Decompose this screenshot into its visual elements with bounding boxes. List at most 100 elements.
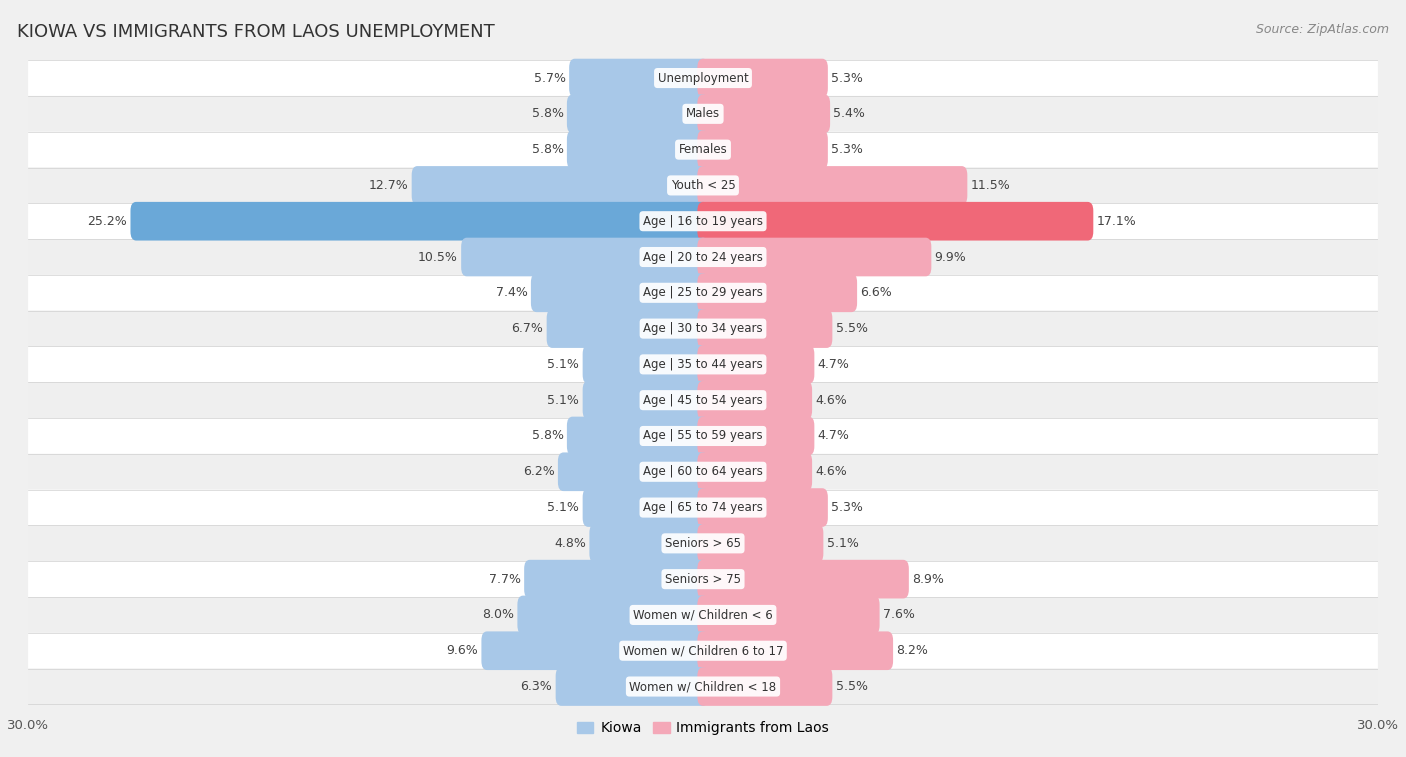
Text: Women w/ Children < 18: Women w/ Children < 18 — [630, 680, 776, 693]
Text: 9.6%: 9.6% — [446, 644, 478, 657]
Text: 8.9%: 8.9% — [912, 572, 943, 586]
FancyBboxPatch shape — [131, 202, 709, 241]
Text: 4.6%: 4.6% — [815, 394, 848, 407]
FancyBboxPatch shape — [28, 597, 1378, 633]
FancyBboxPatch shape — [28, 239, 1378, 275]
FancyBboxPatch shape — [697, 596, 880, 634]
FancyBboxPatch shape — [697, 166, 967, 204]
Text: 5.5%: 5.5% — [835, 680, 868, 693]
FancyBboxPatch shape — [697, 416, 814, 455]
FancyBboxPatch shape — [28, 633, 1378, 668]
FancyBboxPatch shape — [28, 132, 1378, 167]
FancyBboxPatch shape — [697, 310, 832, 348]
FancyBboxPatch shape — [28, 96, 1378, 132]
Text: Age | 20 to 24 years: Age | 20 to 24 years — [643, 251, 763, 263]
Text: 7.4%: 7.4% — [496, 286, 527, 299]
FancyBboxPatch shape — [697, 381, 813, 419]
Text: 4.7%: 4.7% — [818, 429, 849, 443]
FancyBboxPatch shape — [28, 454, 1378, 490]
Text: 6.3%: 6.3% — [520, 680, 553, 693]
Text: 12.7%: 12.7% — [368, 179, 408, 192]
Text: 5.1%: 5.1% — [547, 358, 579, 371]
Legend: Kiowa, Immigrants from Laos: Kiowa, Immigrants from Laos — [571, 716, 835, 741]
Text: 6.7%: 6.7% — [512, 322, 543, 335]
Text: KIOWA VS IMMIGRANTS FROM LAOS UNEMPLOYMENT: KIOWA VS IMMIGRANTS FROM LAOS UNEMPLOYME… — [17, 23, 495, 41]
FancyBboxPatch shape — [481, 631, 709, 670]
FancyBboxPatch shape — [547, 310, 709, 348]
Text: Youth < 25: Youth < 25 — [671, 179, 735, 192]
FancyBboxPatch shape — [517, 596, 709, 634]
Text: 17.1%: 17.1% — [1097, 215, 1136, 228]
Text: 5.1%: 5.1% — [547, 501, 579, 514]
Text: 5.7%: 5.7% — [534, 72, 565, 85]
FancyBboxPatch shape — [28, 60, 1378, 96]
FancyBboxPatch shape — [28, 347, 1378, 382]
Text: 4.8%: 4.8% — [554, 537, 586, 550]
Text: 5.8%: 5.8% — [531, 429, 564, 443]
FancyBboxPatch shape — [28, 418, 1378, 454]
FancyBboxPatch shape — [582, 488, 709, 527]
FancyBboxPatch shape — [558, 453, 709, 491]
FancyBboxPatch shape — [697, 59, 828, 98]
FancyBboxPatch shape — [555, 667, 709, 706]
FancyBboxPatch shape — [697, 524, 824, 562]
Text: 8.0%: 8.0% — [482, 609, 515, 621]
FancyBboxPatch shape — [28, 668, 1378, 705]
FancyBboxPatch shape — [567, 416, 709, 455]
FancyBboxPatch shape — [28, 310, 1378, 347]
Text: 5.5%: 5.5% — [835, 322, 868, 335]
FancyBboxPatch shape — [582, 345, 709, 384]
Text: 5.8%: 5.8% — [531, 143, 564, 156]
Text: 5.1%: 5.1% — [827, 537, 859, 550]
Text: 5.4%: 5.4% — [834, 107, 865, 120]
Text: 6.2%: 6.2% — [523, 466, 554, 478]
FancyBboxPatch shape — [697, 130, 828, 169]
FancyBboxPatch shape — [697, 95, 830, 133]
FancyBboxPatch shape — [697, 667, 832, 706]
Text: 5.8%: 5.8% — [531, 107, 564, 120]
Text: 5.3%: 5.3% — [831, 72, 863, 85]
Text: 25.2%: 25.2% — [87, 215, 127, 228]
Text: Seniors > 65: Seniors > 65 — [665, 537, 741, 550]
FancyBboxPatch shape — [28, 382, 1378, 418]
Text: Age | 65 to 74 years: Age | 65 to 74 years — [643, 501, 763, 514]
FancyBboxPatch shape — [582, 381, 709, 419]
FancyBboxPatch shape — [697, 202, 1094, 241]
FancyBboxPatch shape — [567, 95, 709, 133]
FancyBboxPatch shape — [28, 561, 1378, 597]
FancyBboxPatch shape — [412, 166, 709, 204]
Text: 5.3%: 5.3% — [831, 501, 863, 514]
Text: 10.5%: 10.5% — [418, 251, 458, 263]
Text: 7.7%: 7.7% — [489, 572, 520, 586]
Text: 5.3%: 5.3% — [831, 143, 863, 156]
FancyBboxPatch shape — [567, 130, 709, 169]
FancyBboxPatch shape — [531, 273, 709, 312]
Text: 11.5%: 11.5% — [970, 179, 1011, 192]
Text: Women w/ Children < 6: Women w/ Children < 6 — [633, 609, 773, 621]
Text: Age | 60 to 64 years: Age | 60 to 64 years — [643, 466, 763, 478]
Text: 8.2%: 8.2% — [897, 644, 928, 657]
Text: Age | 35 to 44 years: Age | 35 to 44 years — [643, 358, 763, 371]
FancyBboxPatch shape — [28, 275, 1378, 310]
Text: Age | 25 to 29 years: Age | 25 to 29 years — [643, 286, 763, 299]
FancyBboxPatch shape — [461, 238, 709, 276]
Text: Unemployment: Unemployment — [658, 72, 748, 85]
FancyBboxPatch shape — [569, 59, 709, 98]
Text: 7.6%: 7.6% — [883, 609, 915, 621]
FancyBboxPatch shape — [28, 525, 1378, 561]
Text: 6.6%: 6.6% — [860, 286, 893, 299]
FancyBboxPatch shape — [697, 238, 931, 276]
FancyBboxPatch shape — [697, 345, 814, 384]
Text: Males: Males — [686, 107, 720, 120]
Text: Age | 30 to 34 years: Age | 30 to 34 years — [643, 322, 763, 335]
FancyBboxPatch shape — [589, 524, 709, 562]
Text: Women w/ Children 6 to 17: Women w/ Children 6 to 17 — [623, 644, 783, 657]
Text: Age | 45 to 54 years: Age | 45 to 54 years — [643, 394, 763, 407]
FancyBboxPatch shape — [697, 488, 828, 527]
Text: 5.1%: 5.1% — [547, 394, 579, 407]
FancyBboxPatch shape — [28, 204, 1378, 239]
Text: Age | 55 to 59 years: Age | 55 to 59 years — [643, 429, 763, 443]
FancyBboxPatch shape — [697, 560, 908, 599]
Text: 4.6%: 4.6% — [815, 466, 848, 478]
Text: 4.7%: 4.7% — [818, 358, 849, 371]
